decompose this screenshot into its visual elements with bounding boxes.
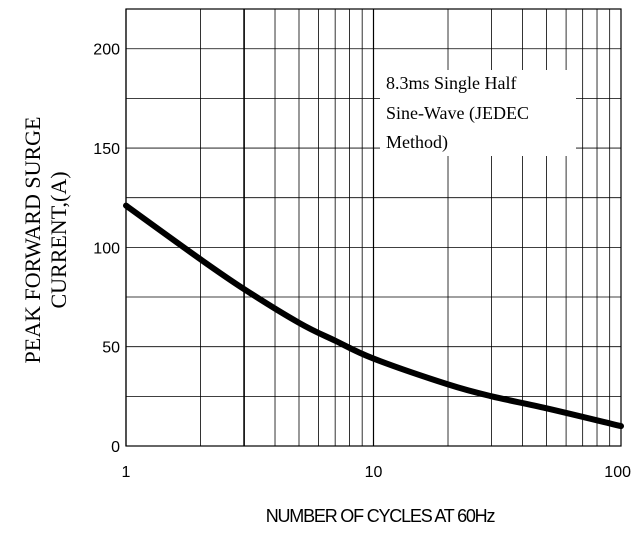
- annotation-line-2: Sine-Wave (JEDEC: [386, 103, 529, 124]
- y-tick-label-0: 0: [111, 439, 120, 456]
- annotation-line-3: Method): [386, 132, 448, 153]
- x-tick-label-100: 100: [604, 464, 631, 481]
- y-axis-title-line-1: PEAK FORWARD SURGE: [20, 117, 45, 364]
- x-tick-label-10: 10: [365, 464, 383, 481]
- y-tick-label-200: 200: [93, 42, 120, 59]
- y-axis-title-line-2: CURRENT,(A): [46, 171, 71, 308]
- annotation-line-1: 8.3ms Single Half: [386, 73, 517, 93]
- y-tick-label-150: 150: [93, 141, 120, 158]
- x-tick-label-1: 1: [122, 464, 131, 481]
- x-axis-title: NUMBER OF CYCLES AT 60Hz: [266, 506, 496, 526]
- y-tick-label-100: 100: [93, 240, 120, 257]
- y-tick-label-50: 50: [102, 340, 120, 357]
